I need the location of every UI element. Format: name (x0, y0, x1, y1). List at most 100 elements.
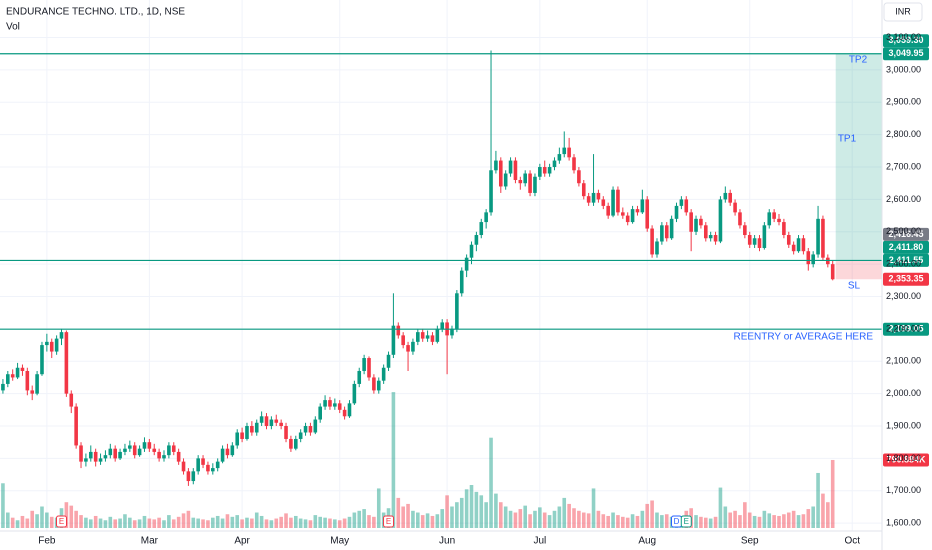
volume-bar (40, 506, 44, 528)
volume-bar (533, 510, 537, 528)
candle-body (679, 199, 684, 206)
candle-body (284, 426, 288, 439)
volume-bar (303, 519, 308, 528)
candle-body (455, 293, 459, 329)
candle-body (401, 335, 405, 346)
volume-bar (230, 516, 235, 528)
volume-bar (108, 516, 113, 528)
volume-bar (10, 517, 15, 528)
price-label: 2,199.05 (888, 324, 923, 334)
volume-bar (586, 513, 591, 528)
annotation: SL (848, 281, 861, 292)
volume-bar (372, 516, 376, 528)
volume-bar (630, 514, 635, 528)
volume-bar (786, 512, 791, 528)
candle-body (250, 426, 254, 433)
volume-bar (396, 497, 401, 528)
volume-bar (455, 502, 459, 528)
y-tick-label: 2,500.00 (886, 226, 921, 236)
candle-body (137, 448, 142, 456)
volume-bar (474, 491, 479, 528)
candle-body (577, 170, 581, 184)
volume-bar (498, 502, 503, 528)
candle-body (689, 212, 693, 232)
volume-bar (98, 518, 103, 528)
candle-body (616, 189, 620, 213)
candle-body (469, 244, 474, 258)
candle-body (235, 432, 240, 446)
candle-body (45, 341, 49, 346)
candle-body (367, 358, 371, 378)
candle-body (518, 179, 523, 184)
candle-body (572, 157, 576, 171)
candle-body (757, 238, 762, 248)
volume-bar (440, 509, 445, 528)
y-tick-label: 1,700.00 (886, 485, 921, 495)
volume-bar (103, 520, 108, 528)
y-tick-label: 2,800.00 (886, 129, 921, 139)
currency-box[interactable] (883, 2, 923, 22)
candle-body (777, 218, 781, 223)
y-tick-label: 2,600.00 (886, 194, 921, 204)
candle-body (542, 167, 547, 174)
candle-body (123, 448, 127, 452)
volume-bar (25, 518, 30, 528)
candle-body (596, 192, 601, 200)
candle-body (381, 367, 386, 381)
candle-body (391, 325, 396, 355)
volume-bar (445, 495, 449, 528)
candle-body (245, 426, 249, 439)
volume-bar (552, 510, 557, 528)
volume-bar (625, 517, 630, 528)
volume-bar (259, 515, 264, 528)
volume-bar (777, 515, 781, 528)
volume-bar (132, 520, 137, 528)
candle-body (279, 422, 283, 427)
candle-body (562, 147, 567, 155)
candle-body (547, 167, 552, 174)
candle-body (74, 406, 78, 446)
volume-bar (816, 472, 820, 528)
volume-bar (201, 519, 205, 528)
price-label: 2,353.35 (888, 274, 923, 284)
candle-body (225, 448, 230, 456)
event-label: E (386, 517, 391, 526)
volume-bar (123, 514, 127, 528)
candle-body (791, 244, 796, 252)
volume-bar (215, 515, 220, 528)
price-label-box (883, 227, 929, 241)
volume-bar (826, 502, 830, 528)
volume-bar (713, 516, 718, 528)
volume-bar (435, 514, 440, 528)
volume-bar (211, 517, 215, 528)
volume-bar (664, 514, 669, 528)
candle-body (201, 458, 205, 465)
candle-body (40, 345, 44, 375)
candle-body (767, 212, 772, 226)
event-icon (56, 515, 68, 528)
candle-body (440, 322, 445, 329)
candle-body (796, 238, 801, 252)
volume-bar (635, 515, 640, 528)
annotation: TP2 (849, 55, 868, 66)
candle-body (674, 205, 679, 219)
candle-body (215, 461, 220, 469)
volume-bar (772, 515, 776, 528)
y-tick-label: 2,300.00 (886, 291, 921, 301)
candle-body (528, 173, 532, 193)
volume-bar (342, 518, 347, 528)
candle-body (557, 154, 562, 161)
candle-body (625, 215, 630, 223)
volume-bar (284, 513, 288, 528)
candle-body (459, 270, 464, 294)
x-tick-label: Feb (38, 536, 56, 547)
price-label: 2,416.45 (888, 229, 923, 239)
volume-bar (191, 517, 196, 528)
volume-bar (708, 518, 713, 528)
currency[interactable]: INR (895, 6, 911, 16)
candle-body (821, 218, 825, 258)
volume-bar (747, 512, 752, 528)
candle-body (313, 419, 318, 433)
candle-body (35, 374, 39, 394)
price-label-box (883, 322, 929, 336)
